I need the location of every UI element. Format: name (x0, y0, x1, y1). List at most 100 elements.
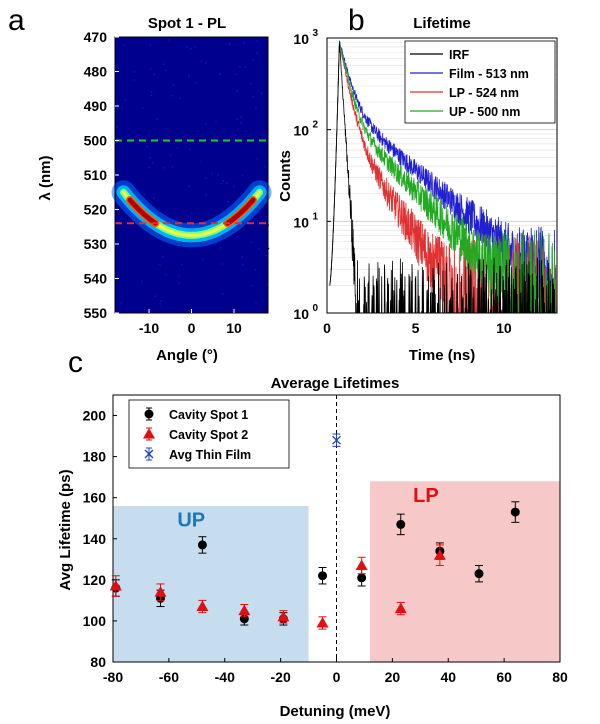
heatmap-noise-pixel (220, 284, 223, 286)
heatmap-noise-pixel (266, 284, 269, 286)
heatmap-ylabel: λ (nm) (37, 155, 54, 200)
heatmap-noise-pixel (165, 69, 167, 72)
heatmap-noise-pixel (188, 76, 190, 78)
heatmap-plot-area (111, 37, 272, 314)
heatmap-noise-pixel (205, 274, 208, 276)
heatmap-noise-pixel (199, 160, 202, 163)
heatmap-noise-pixel (200, 60, 203, 63)
heatmap-noise-pixel (176, 147, 179, 149)
heatmap-noise-pixel (188, 309, 191, 312)
heatmap-noise-pixel (163, 141, 166, 143)
heatmap-noise-pixel (240, 84, 242, 87)
heatmap-noise-pixel (228, 42, 231, 45)
heatmap-noise-pixel (190, 54, 193, 56)
heatmap-noise-pixel (240, 116, 242, 118)
decay-legend-label: IRF (449, 48, 470, 62)
heatmap-ytick-label: 530 (84, 236, 108, 252)
heatmap-noise-pixel (204, 177, 207, 179)
avg-ytick-label: 100 (83, 613, 107, 629)
avg-xtick-label: 60 (496, 669, 512, 685)
panel-a: Spot 1 - PL 470 480 490 500 510 520 530 540 550 -… (37, 15, 272, 364)
avg-ytick-label: 80 (90, 654, 106, 670)
heatmap-noise-pixel (254, 257, 256, 259)
avg-xtick-label: 0 (333, 669, 341, 685)
heatmap-xtick-label: 0 (188, 320, 196, 336)
avg-points (109, 433, 520, 630)
heatmap-noise-pixel (170, 94, 173, 97)
dispersion-lobe (225, 197, 256, 226)
heatmap-noise-pixel (132, 260, 135, 262)
data-point-triangle (277, 610, 290, 622)
heatmap-noise-pixel (219, 182, 222, 185)
heatmap-noise-pixel (189, 289, 191, 292)
heatmap-noise-pixel (236, 90, 238, 92)
heatmap-noise-pixel (256, 52, 258, 54)
heatmap-noise-pixel (160, 62, 163, 64)
legend-marker-x (144, 449, 154, 459)
heatmap-noise-pixel (121, 106, 123, 109)
heatmap-noise-pixel (201, 258, 204, 261)
heatmap-noise-pixel (206, 108, 209, 111)
decay-ylabel: Counts (277, 150, 294, 202)
heatmap-noise-pixel (230, 277, 233, 279)
heatmap-noise-pixel (244, 66, 247, 69)
heatmap-noise-pixel (265, 215, 267, 218)
heatmap-noise-pixel (141, 280, 143, 283)
heatmap-noise-pixel (219, 72, 221, 75)
heatmap-title: Spot 1 - PL (148, 15, 226, 32)
decay-xtick-label: 0 (323, 320, 331, 336)
heatmap-noise-pixel (259, 155, 261, 158)
heatmap-noise-pixel (188, 185, 190, 188)
decay-ytick-label: 10 (293, 123, 309, 139)
heatmap-noise-pixel (222, 180, 224, 182)
heatmap-noise-pixel (190, 47, 192, 50)
heatmap-noise-pixel (255, 302, 257, 305)
heatmap-noise-pixel (130, 180, 133, 183)
heatmap-noise-pixel (256, 40, 258, 42)
heatmap-noise-pixel (133, 40, 136, 43)
heatmap-noise-pixel (159, 303, 162, 305)
avg-legend: Cavity Spot 1 Cavity Spot 2 Avg Thin Film (128, 399, 290, 469)
heatmap-noise-pixel (169, 153, 172, 156)
heatmap-noise-pixel (150, 94, 153, 97)
heatmap-noise-pixel (236, 118, 238, 120)
decay-ytick-exponent: 2 (312, 120, 318, 131)
decay-ytick-label: 10 (293, 214, 309, 230)
heatmap-noise-pixel (241, 174, 244, 177)
heatmap-noise-pixel (211, 268, 214, 271)
heatmap-noise-pixel (127, 58, 130, 60)
lp-region-label: LP (413, 485, 439, 507)
heatmap-noise-pixel (156, 118, 159, 120)
decay-ytick-label: 10 (293, 31, 309, 47)
heatmap-noise-pixel (191, 212, 193, 215)
heatmap-noise-pixel (250, 241, 253, 244)
heatmap-noise-pixel (154, 295, 156, 297)
heatmap-noise-pixel (155, 78, 157, 81)
decay-ytick-exponent: 3 (312, 28, 318, 39)
heatmap-noise-pixel (116, 126, 118, 128)
heatmap-noise-pixel (124, 99, 127, 101)
heatmap-noise-pixel (149, 44, 151, 46)
lifetime-title: Lifetime (413, 15, 471, 32)
heatmap-noise-pixel (158, 270, 160, 272)
heatmap-ytick-label: 540 (84, 271, 108, 287)
data-point-circle (474, 569, 484, 579)
heatmap-noise-pixel (153, 197, 155, 200)
heatmap-noise-pixel (221, 263, 224, 265)
data-point-triangle (394, 602, 407, 614)
panel-label-b: b (348, 4, 365, 37)
heatmap-noise-pixel (115, 116, 118, 118)
decay-legend-label: UP - 500 nm (449, 105, 520, 119)
heatmap-noise-pixel (254, 269, 257, 271)
data-point-circle (510, 507, 520, 517)
heatmap-noise-pixel (162, 63, 165, 65)
heatmap-noise-pixel (149, 157, 151, 159)
heatmap-noise-pixel (214, 172, 216, 174)
heatmap-noise-pixel (115, 107, 118, 109)
heatmap-noise-pixel (157, 270, 159, 272)
avg-xtick-label: 40 (440, 669, 456, 685)
heatmap-noise-pixel (150, 67, 152, 70)
data-point-triangle (316, 616, 329, 628)
heatmap-noise-pixel (149, 79, 151, 82)
